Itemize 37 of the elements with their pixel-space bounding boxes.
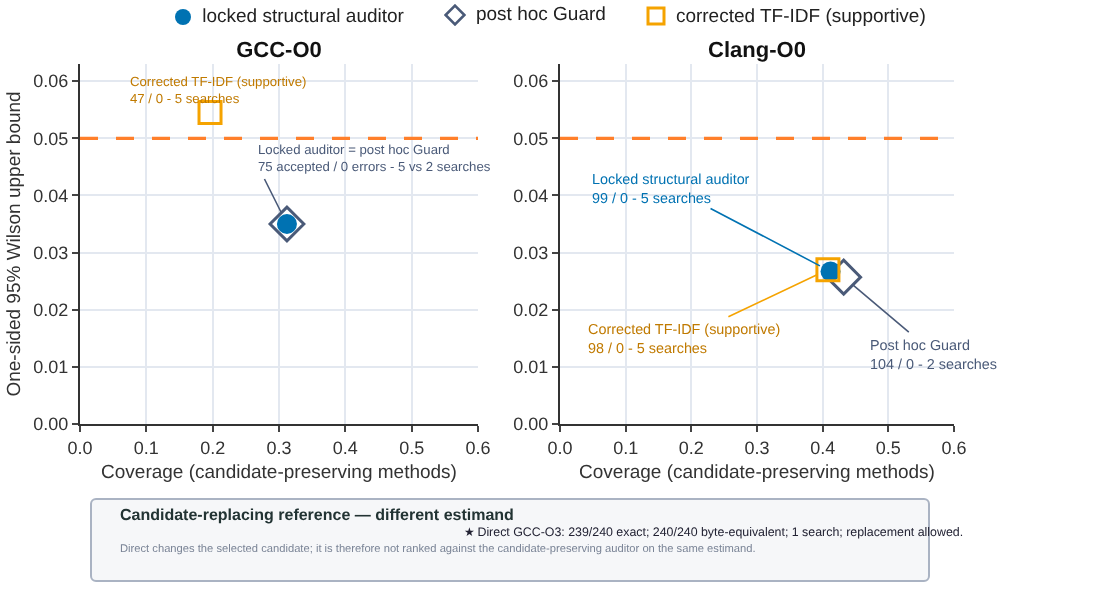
y-tick-label: 0.05 (513, 128, 549, 149)
chart-title: Clang-O0 (708, 39, 806, 64)
y-tick-label: 0.01 (33, 357, 69, 378)
text: Candidate-replacing reference — different estimand (120, 506, 516, 524)
y-tick-label: 0.02 (513, 300, 549, 321)
x-tick-label: 0.5 (875, 437, 901, 458)
x-tick-label: 0.1 (133, 437, 159, 458)
x-axis-title: Coverage (candidate-preserving methods) (101, 461, 457, 484)
x-tick-label: 0.0 (67, 437, 93, 458)
x-tick-label: 0.1 (613, 437, 639, 458)
x-tick-label: 0.4 (810, 437, 836, 458)
x-tick-label: 0.3 (266, 437, 292, 458)
y-tick-label: 0.03 (33, 242, 69, 263)
y-tick-label: 0.06 (33, 71, 69, 92)
x-tick-label: 0.4 (332, 437, 358, 458)
y-tick-label: 0.04 (513, 185, 549, 206)
x-tick-label: 0.2 (678, 437, 704, 458)
legend-label: corrected TF-IDF (supportive) (675, 5, 926, 27)
x-tick-label: 0.0 (547, 437, 573, 458)
x-tick-label: 0.6 (465, 437, 491, 458)
chart-title: GCC-O0 (236, 39, 322, 64)
x-tick-label: 0.6 (941, 437, 967, 458)
y-tick-label: 0.05 (33, 128, 69, 149)
x-axis-title: Coverage (candidate-preserving methods) (579, 461, 935, 484)
y-tick-label: 0.02 (33, 300, 69, 321)
y-axis-title: One-sided 95% Wilson upper bound (3, 91, 26, 397)
y-tick-label: 0.01 (513, 357, 549, 378)
x-tick-label: 0.2 (200, 437, 226, 458)
y-tick-label: 0.00 (33, 414, 69, 435)
y-tick-label: 0.04 (33, 185, 69, 206)
legend-label: post hoc Guard (475, 4, 606, 26)
x-tick-label: 0.3 (744, 437, 770, 458)
legend-label: locked structural auditor (202, 6, 404, 28)
x-tick-label: 0.5 (399, 437, 425, 458)
y-tick-label: 0.03 (513, 242, 549, 263)
y-tick-label: 0.00 (513, 414, 549, 435)
y-tick-label: 0.06 (513, 71, 549, 92)
